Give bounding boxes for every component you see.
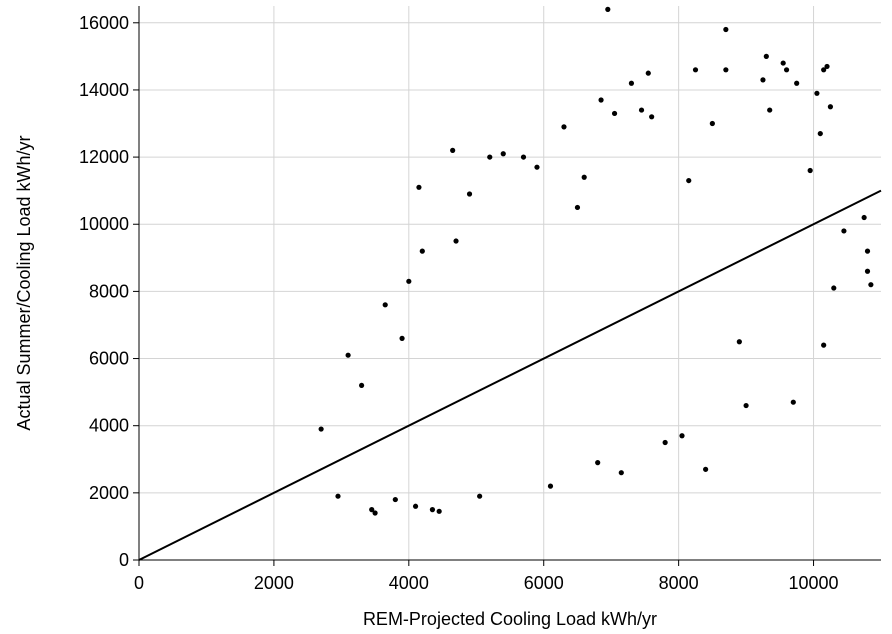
scatter-point — [487, 154, 493, 160]
x-tick-label: 6000 — [524, 573, 564, 593]
scatter-point — [618, 470, 624, 476]
scatter-point — [662, 439, 668, 446]
scatter-point — [841, 228, 847, 234]
scatter-point — [581, 174, 587, 180]
scatter-point — [611, 110, 618, 117]
scatter-point — [827, 104, 834, 110]
scatter-point — [763, 53, 769, 59]
scatter-point — [743, 402, 749, 409]
scatter-point — [372, 510, 378, 516]
scatter-point — [595, 460, 601, 466]
scatter-point — [335, 493, 341, 499]
scatter-point — [864, 268, 871, 274]
scatter-point — [520, 154, 527, 160]
scatter-point — [547, 483, 554, 489]
x-tick-label: 2000 — [254, 573, 294, 593]
y-tick-label: 2000 — [89, 483, 129, 503]
grid — [139, 6, 881, 560]
scatter-point — [703, 466, 709, 472]
scatter-point — [692, 67, 699, 73]
fit-line — [138, 189, 882, 561]
scatter-point — [466, 191, 473, 197]
y-tick-label: 0 — [119, 550, 129, 570]
y-tick-label: 6000 — [89, 349, 129, 369]
scatter-point — [450, 147, 456, 153]
scatter-point — [345, 352, 351, 358]
scatter-point — [864, 248, 871, 254]
fit-line-group — [138, 189, 882, 561]
scatter-point — [686, 177, 692, 184]
y-tick-label: 8000 — [89, 281, 129, 301]
scatter-point — [382, 302, 388, 308]
scatter-point — [359, 382, 365, 389]
scatter-point — [477, 493, 483, 499]
scatter-point — [767, 107, 773, 113]
scatter-point — [868, 282, 874, 288]
scatter-point — [794, 80, 800, 86]
scatter-point — [679, 433, 685, 439]
scatter-point — [500, 151, 506, 157]
scatter-point — [649, 114, 655, 120]
scatter-point — [814, 90, 820, 96]
scatter-point — [821, 67, 827, 73]
scatter-point — [392, 496, 398, 503]
y-tick-label: 12000 — [79, 147, 129, 167]
scatter-point — [369, 507, 375, 513]
x-axis-ticks: 0 2000 4000 6000 8000 10000 — [134, 560, 839, 593]
scatter-point — [416, 184, 422, 190]
scatter-point — [824, 63, 830, 70]
scatter-point — [605, 6, 611, 12]
y-tick-label: 14000 — [79, 80, 129, 100]
scatter-point — [453, 238, 459, 244]
scatter-point — [406, 278, 412, 284]
scatter-point — [821, 342, 827, 348]
scatter-point — [736, 339, 742, 345]
scatter-point — [807, 167, 813, 174]
scatter-point — [723, 67, 729, 73]
scatter-point — [419, 248, 425, 254]
scatter-point — [598, 97, 604, 103]
scatter-point — [412, 503, 419, 509]
scatter-point — [399, 335, 405, 341]
scatter-point — [574, 204, 581, 211]
y-tick-label: 16000 — [79, 13, 129, 33]
scatter-point — [638, 107, 645, 113]
y-axis-ticks: 0 2000 4000 6000 8000 10000 12000 14000 16000 — [79, 13, 139, 570]
scatter-point — [645, 70, 651, 76]
scatter-point — [628, 80, 635, 86]
scatter-point — [723, 26, 729, 33]
scatter-point — [817, 130, 823, 137]
scatter-point — [561, 124, 567, 130]
scatter-point — [861, 214, 867, 221]
scatter-point — [760, 77, 766, 83]
x-axis-title: REM-Projected Cooling Load kWh/yr — [363, 609, 657, 629]
scatter-point — [790, 399, 796, 405]
x-tick-label: 10000 — [789, 573, 839, 593]
x-tick-label: 8000 — [659, 573, 699, 593]
scatter-point — [780, 60, 786, 66]
y-tick-label: 4000 — [89, 416, 129, 436]
scatter-point — [318, 426, 324, 432]
y-tick-label: 10000 — [79, 214, 129, 234]
scatter-point — [436, 508, 442, 514]
x-tick-label: 0 — [134, 573, 144, 593]
scatter-point — [831, 285, 837, 291]
scatter-point — [709, 120, 715, 127]
scatter-point — [783, 67, 790, 73]
scatter-points — [318, 6, 874, 516]
scatter-point — [429, 507, 436, 513]
scatter-point — [534, 164, 540, 170]
x-tick-label: 4000 — [389, 573, 429, 593]
y-axis-title: Actual Summer/Cooling Load kWh/yr — [14, 135, 34, 430]
